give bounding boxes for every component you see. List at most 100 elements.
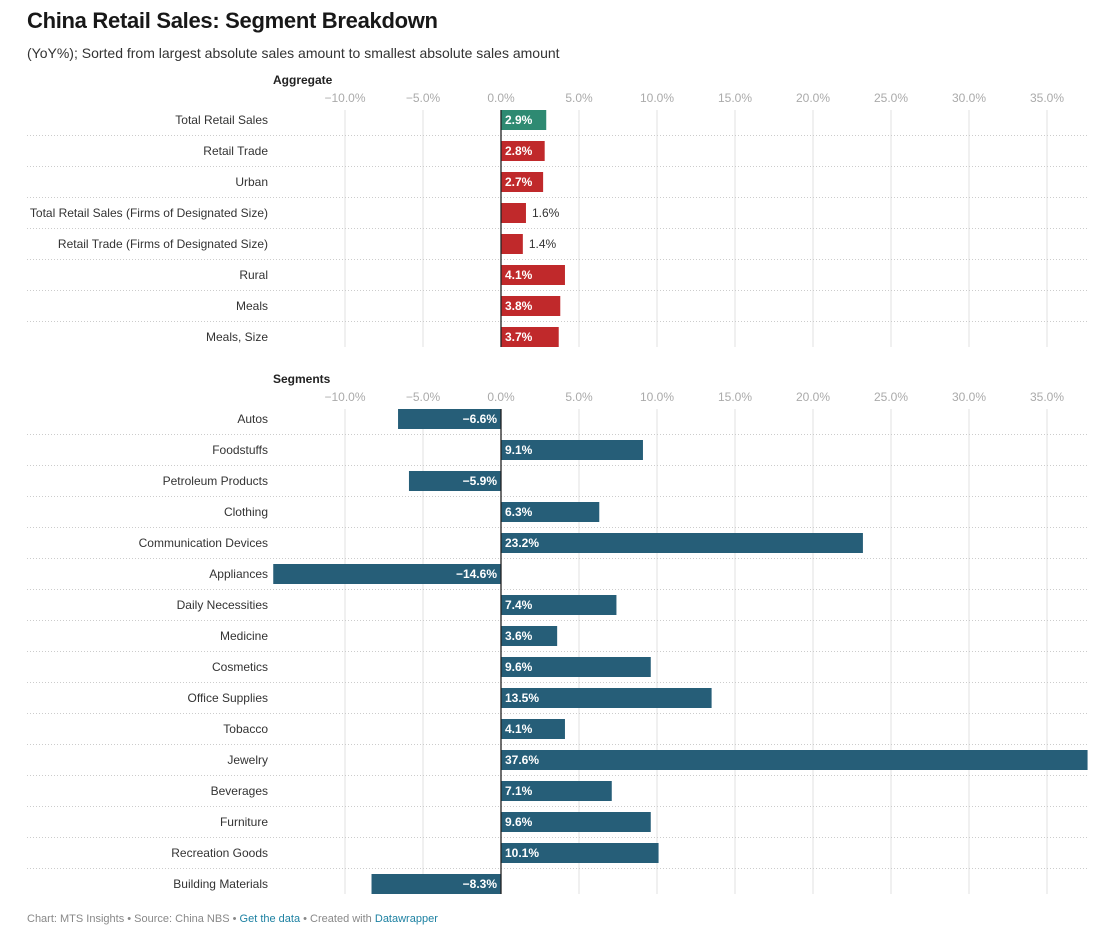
bar bbox=[501, 502, 600, 522]
bar bbox=[501, 265, 565, 285]
value-label: −14.6% bbox=[456, 567, 497, 581]
category-label: Total Retail Sales bbox=[175, 113, 268, 127]
footer-separator: • bbox=[124, 913, 135, 925]
chart-subtitle: (YoY%); Sorted from largest absolute sal… bbox=[27, 45, 560, 61]
category-label: Rural bbox=[239, 268, 268, 282]
category-label: Tobacco bbox=[223, 722, 268, 736]
bar bbox=[501, 440, 643, 460]
bar bbox=[273, 564, 501, 584]
value-label: 2.7% bbox=[505, 175, 533, 189]
category-label: Recreation Goods bbox=[171, 846, 268, 860]
bar bbox=[501, 812, 651, 832]
bar bbox=[501, 626, 558, 646]
bar bbox=[501, 688, 712, 708]
value-label: 9.6% bbox=[505, 815, 533, 829]
x-tick-label: 15.0% bbox=[718, 390, 752, 404]
category-label: Meals bbox=[236, 299, 268, 313]
get-the-data-link[interactable]: Get the data bbox=[239, 913, 301, 925]
x-tick-label: 5.0% bbox=[565, 390, 593, 404]
x-tick-label: 15.0% bbox=[718, 91, 752, 105]
x-tick-label: 5.0% bbox=[565, 91, 593, 105]
category-label: Medicine bbox=[220, 629, 268, 643]
category-label: Clothing bbox=[224, 505, 268, 519]
category-label: Urban bbox=[235, 175, 268, 189]
bar bbox=[371, 874, 501, 894]
value-label: 23.2% bbox=[505, 536, 539, 550]
category-label: Jewelry bbox=[227, 753, 268, 767]
x-tick-label: −10.0% bbox=[324, 91, 365, 105]
footer-separator: • bbox=[229, 913, 240, 925]
bar bbox=[398, 409, 501, 429]
x-tick-label: 10.0% bbox=[640, 91, 674, 105]
bar bbox=[501, 719, 565, 739]
bar bbox=[501, 843, 659, 863]
value-label: 3.7% bbox=[505, 330, 533, 344]
category-label: Appliances bbox=[209, 567, 268, 581]
x-tick-label: −10.0% bbox=[324, 390, 365, 404]
x-tick-label: 20.0% bbox=[796, 390, 830, 404]
value-label: 9.6% bbox=[505, 660, 533, 674]
category-label: Building Materials bbox=[173, 877, 268, 891]
chart-footer: Chart: MTS Insights • Source: China NBS … bbox=[27, 913, 438, 925]
value-label: 9.1% bbox=[505, 443, 533, 457]
bar bbox=[501, 141, 545, 161]
value-label: 1.6% bbox=[532, 206, 560, 220]
bar bbox=[501, 781, 612, 801]
chart-credit: Chart: MTS Insights bbox=[27, 913, 125, 925]
value-label: 1.4% bbox=[529, 237, 557, 251]
x-tick-label: 35.0% bbox=[1030, 390, 1064, 404]
category-label: Foodstuffs bbox=[212, 443, 268, 457]
panel-title: Aggregate bbox=[273, 73, 333, 87]
category-label: Retail Trade (Firms of Designated Size) bbox=[58, 237, 268, 251]
value-label: 3.8% bbox=[505, 299, 533, 313]
category-label: Meals, Size bbox=[206, 330, 268, 344]
bar bbox=[501, 327, 559, 347]
value-label: 3.6% bbox=[505, 629, 533, 643]
bar bbox=[501, 234, 523, 254]
bar bbox=[501, 533, 863, 553]
x-tick-label: 30.0% bbox=[952, 390, 986, 404]
category-label: Office Supplies bbox=[188, 691, 269, 705]
category-label: Petroleum Products bbox=[163, 474, 268, 488]
value-label: 10.1% bbox=[505, 846, 539, 860]
value-label: 4.1% bbox=[505, 722, 533, 736]
x-tick-label: 35.0% bbox=[1030, 91, 1064, 105]
value-label: 37.6% bbox=[505, 753, 539, 767]
x-tick-label: 30.0% bbox=[952, 91, 986, 105]
category-label: Retail Trade bbox=[203, 144, 268, 158]
bar bbox=[501, 110, 547, 130]
category-label: Total Retail Sales (Firms of Designated … bbox=[30, 206, 268, 220]
panel-title: Segments bbox=[273, 372, 331, 386]
value-label: −5.9% bbox=[463, 474, 498, 488]
category-label: Beverages bbox=[211, 784, 268, 798]
x-tick-label: −5.0% bbox=[406, 390, 441, 404]
x-tick-label: 0.0% bbox=[487, 91, 515, 105]
x-tick-label: −5.0% bbox=[406, 91, 441, 105]
x-tick-label: 25.0% bbox=[874, 390, 908, 404]
chart-title: China Retail Sales: Segment Breakdown bbox=[27, 8, 438, 33]
value-label: 6.3% bbox=[505, 505, 533, 519]
value-label: 7.1% bbox=[505, 784, 533, 798]
category-label: Communication Devices bbox=[139, 536, 268, 550]
value-label: 7.4% bbox=[505, 598, 533, 612]
bar bbox=[501, 203, 526, 223]
bar bbox=[501, 595, 617, 615]
value-label: −8.3% bbox=[463, 877, 498, 891]
source-text: Source: China NBS bbox=[134, 913, 230, 925]
value-label: 4.1% bbox=[505, 268, 533, 282]
x-tick-label: 10.0% bbox=[640, 390, 674, 404]
bar bbox=[501, 750, 1088, 770]
value-label: 2.8% bbox=[505, 144, 533, 158]
x-tick-label: 25.0% bbox=[874, 91, 908, 105]
footer-separator: • bbox=[300, 913, 311, 925]
bar bbox=[501, 657, 651, 677]
category-label: Furniture bbox=[220, 815, 268, 829]
bar bbox=[408, 471, 501, 491]
x-tick-label: 20.0% bbox=[796, 91, 830, 105]
x-tick-label: 0.0% bbox=[487, 390, 515, 404]
category-label: Daily Necessities bbox=[177, 598, 268, 612]
created-with-text: Created with bbox=[310, 913, 372, 925]
bar bbox=[501, 172, 544, 192]
datawrapper-link[interactable]: Datawrapper bbox=[374, 913, 438, 925]
bar bbox=[501, 296, 561, 316]
